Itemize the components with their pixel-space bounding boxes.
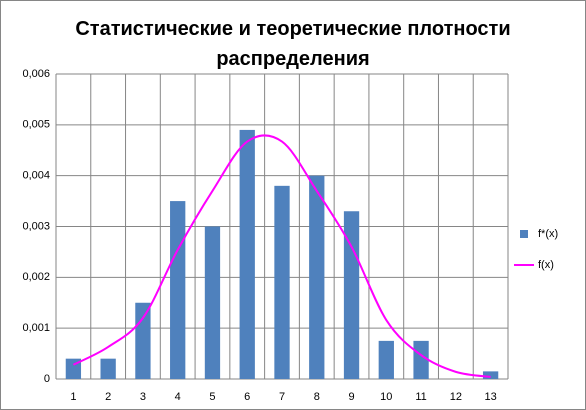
x-tick-label: 5	[209, 391, 215, 403]
y-tick-label: 0,005	[22, 119, 50, 131]
x-tick-label: 13	[484, 391, 496, 403]
bar	[482, 371, 499, 379]
bar	[378, 340, 394, 379]
y-tick-label: 0,004	[22, 170, 50, 182]
bar	[309, 175, 325, 379]
bar	[239, 129, 255, 379]
bar	[100, 358, 116, 379]
chart-title: Статистические и теоретические плотности…	[75, 18, 510, 70]
x-tick-label: 11	[415, 391, 426, 403]
x-tick-label: 3	[140, 391, 146, 403]
y-tick-label: 0	[44, 373, 50, 385]
line	[72, 134, 491, 378]
y-tick-label: 0,002	[22, 271, 50, 283]
x-tick-label: 4	[175, 391, 181, 403]
x-tick-label: 9	[348, 391, 354, 403]
x-tick-label: 12	[450, 391, 462, 403]
y-tick-label: 0,001	[22, 322, 50, 334]
bar	[274, 185, 290, 379]
bar	[204, 226, 221, 379]
bar	[413, 340, 429, 379]
bar	[135, 302, 151, 379]
x-tick-label: 10	[380, 391, 392, 403]
x-tick-label: 2	[105, 391, 111, 403]
legend-swatch	[520, 230, 528, 238]
x-tick-label: 6	[244, 391, 250, 403]
y-tick-label: 0,003	[22, 220, 50, 232]
bar	[170, 201, 186, 379]
legend-label: f(x)	[538, 259, 554, 271]
x-tick-label: 7	[279, 391, 285, 403]
x-tick-label: 8	[314, 391, 320, 403]
y-tick-label: 0,006	[22, 68, 50, 80]
legend-label: f*(x)	[538, 228, 558, 240]
x-tick-label: 1	[70, 391, 76, 403]
